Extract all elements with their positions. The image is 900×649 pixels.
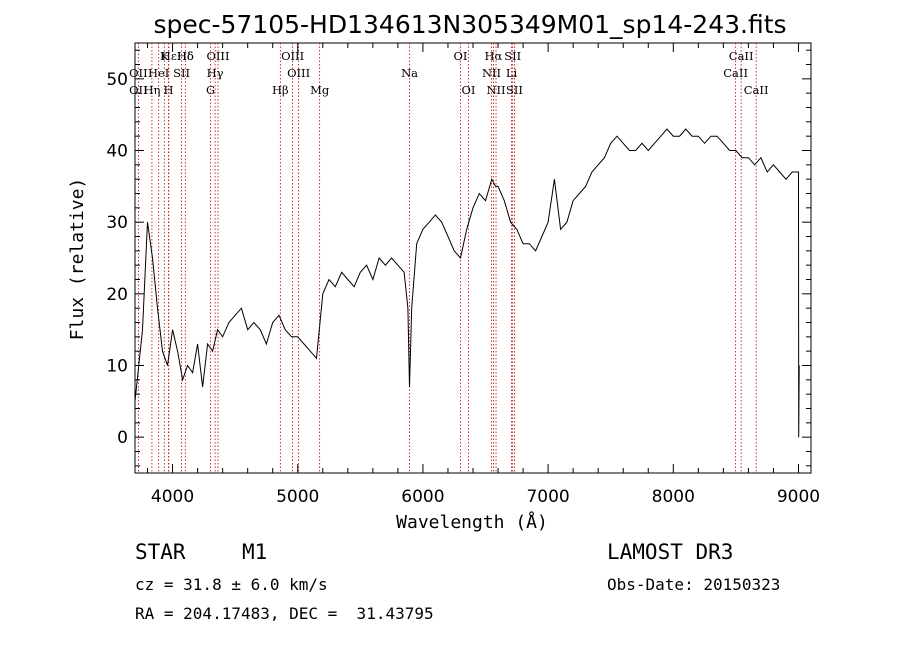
object-type: STAR <box>135 540 186 564</box>
line-label-caii-8662: CaII <box>744 83 769 97</box>
chart-title: spec-57105-HD134613N305349M01_sp14-243.f… <box>153 10 786 39</box>
line-label-g-4304: G <box>206 83 215 97</box>
line-label-hδ-4102: Hδ <box>177 49 194 63</box>
line-label-sii-6731: SII <box>506 83 523 97</box>
line-label-hei-3889: HeI <box>148 66 169 80</box>
line-label-hη-3835: Hη <box>143 83 160 97</box>
line-label-oii-3727: OII <box>129 83 148 97</box>
line-label-caii-8542: CaII <box>729 49 754 63</box>
line-label-nii-6584: NII <box>486 83 505 97</box>
y-tick-label-30: 30 <box>106 213 128 233</box>
coordinates: RA = 204.17483, DEC = 31.43795 <box>135 604 434 623</box>
line-label-hβ-4861: Hβ <box>272 83 289 97</box>
line-label-hγ-4340: Hγ <box>207 66 224 80</box>
x-tick-label-4000: 4000 <box>151 487 194 507</box>
y-axis: 0 10 20 30 40 50 <box>106 49 811 467</box>
y-tick-label-50: 50 <box>106 70 128 90</box>
x-tick-label-7000: 7000 <box>526 487 569 507</box>
line-label-oiii-4363: OIII <box>206 49 229 63</box>
line-label-nii-6548: NII <box>482 66 501 80</box>
survey-name: LAMOST DR3 <box>607 540 734 564</box>
subclass: M1 <box>242 540 268 564</box>
line-label-oiii-5007: OIII <box>287 66 310 80</box>
y-axis-label: Flux (relative) <box>67 178 88 341</box>
line-label-hδ-4102: Hδ <box>177 49 194 63</box>
y-tick-label-10: 10 <box>106 357 128 377</box>
line-label-sii-4072: SII <box>173 66 190 80</box>
redshift-text: cz = 31.8 ± 6.0 km/s <box>135 575 328 594</box>
obs-date: Obs-Date: 20150323 <box>607 575 781 594</box>
line-label-h-3968: H <box>164 83 174 97</box>
line-label-k-3934: K <box>160 49 169 63</box>
x-tick-label-8000: 8000 <box>652 487 695 507</box>
x-tick-label-6000: 6000 <box>401 487 444 507</box>
plot-frame <box>134 42 812 474</box>
line-label-li-6708: Li <box>506 66 518 80</box>
x-tick-label-9000: 9000 <box>777 487 820 507</box>
line-label-caii-8498: CaII <box>723 66 748 80</box>
line-label-mg-5175: Mg <box>310 83 330 97</box>
line-label-oi-6364: OI <box>462 83 476 97</box>
line-label-na-5893: Na <box>401 66 418 80</box>
x-tick-label-5000: 5000 <box>276 487 319 507</box>
x-axis: 4000 5000 6000 7000 8000 9000 <box>147 43 820 507</box>
y-tick-label-0: 0 <box>117 428 128 448</box>
line-label-oiii-4959: OIII <box>281 49 304 63</box>
spectrum-series-flux <box>134 128 800 438</box>
y-tick-label-20: 20 <box>106 285 128 305</box>
y-tick-label-40: 40 <box>106 142 128 162</box>
line-label-hα-6563: Hα <box>485 49 503 63</box>
x-axis-label: Wavelength (Å) <box>396 511 548 533</box>
line-label-hε-3970: Hε <box>161 49 177 63</box>
line-label-oi-6300: OI <box>453 49 467 63</box>
line-label-sii-6717: SII <box>504 49 521 63</box>
spectral-line-markers <box>137 43 757 473</box>
line-label-oii-3727: OII <box>129 66 148 80</box>
